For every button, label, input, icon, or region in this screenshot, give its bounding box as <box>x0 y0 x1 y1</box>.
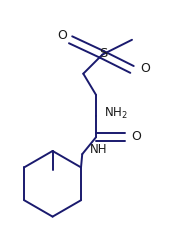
Text: NH$_2$: NH$_2$ <box>104 106 128 122</box>
Text: O: O <box>131 130 141 143</box>
Text: O: O <box>57 29 67 42</box>
Text: NH: NH <box>90 143 107 156</box>
Text: O: O <box>140 62 150 75</box>
Text: S: S <box>99 47 108 60</box>
